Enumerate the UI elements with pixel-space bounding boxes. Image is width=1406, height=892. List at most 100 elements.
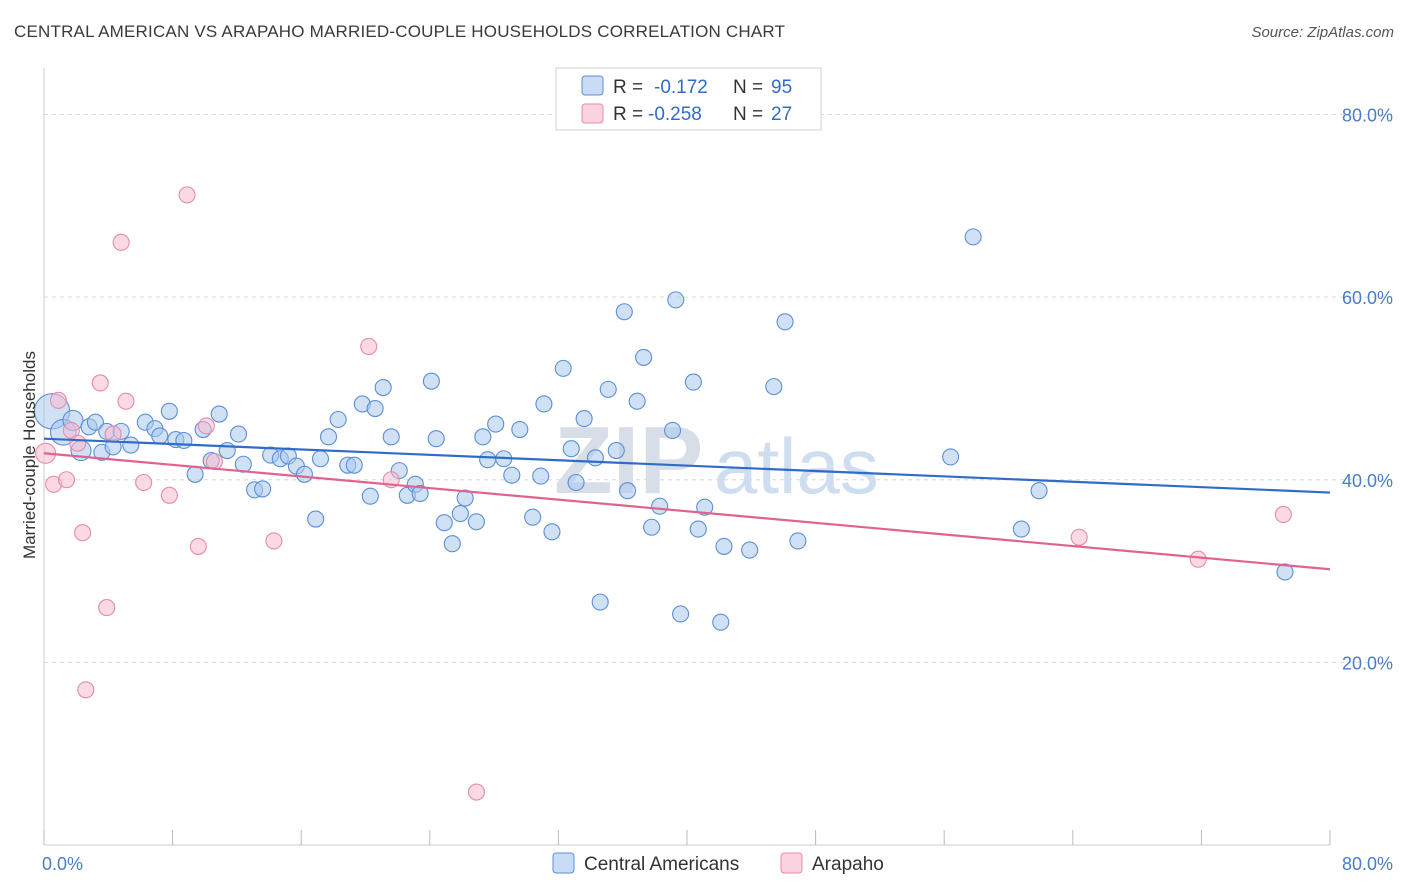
data-point-arapaho — [160, 486, 178, 504]
data-point-arapaho — [189, 537, 207, 555]
data-point-central-americans — [607, 441, 625, 460]
data-point-central-americans — [696, 498, 714, 516]
y-tick-label: 80.0% — [1342, 106, 1393, 126]
data-point-central-americans — [435, 514, 453, 532]
y-tick-label: 40.0% — [1342, 471, 1393, 491]
data-point-central-americans — [311, 450, 330, 468]
data-point-arapaho — [135, 473, 153, 492]
data-point-central-americans — [467, 513, 485, 531]
y-tick-label: 60.0% — [1342, 288, 1393, 308]
legend-r-label-blue: R = — [613, 77, 643, 98]
legend-n-label-blue: N = — [733, 77, 763, 98]
bottom-legend-swatch-blue — [552, 852, 575, 874]
data-point-arapaho — [178, 186, 196, 204]
data-point-arapaho — [112, 233, 130, 251]
data-point-central-americans — [122, 436, 140, 454]
data-point-central-americans — [254, 480, 272, 498]
data-point-central-americans — [361, 487, 379, 505]
data-point-arapaho — [265, 532, 283, 550]
data-point-central-americans — [1030, 482, 1048, 500]
data-point-arapaho — [104, 425, 122, 443]
data-point-central-americans — [643, 518, 661, 536]
data-point-arapaho — [197, 417, 215, 435]
data-point-central-americans — [374, 378, 392, 397]
x-tick-label: 0.0% — [42, 854, 83, 874]
data-point-arapaho — [467, 783, 485, 801]
data-point-central-americans — [487, 415, 505, 433]
data-point-central-americans — [554, 359, 572, 377]
data-point-central-americans — [443, 535, 461, 553]
data-point-central-americans — [715, 537, 733, 555]
data-point-central-americans — [651, 497, 669, 515]
data-point-central-americans — [964, 228, 982, 246]
data-point-central-americans — [422, 372, 440, 390]
data-point-central-americans — [618, 482, 637, 500]
legend-r-value-blue: -0.172 — [654, 77, 708, 98]
series-central-americans — [33, 228, 1294, 631]
watermark-atlas: atlas — [714, 422, 879, 510]
data-point-central-americans — [210, 405, 228, 423]
data-point-central-americans — [667, 291, 685, 309]
data-point-central-americans — [329, 410, 347, 429]
legend-n-value-pink: 27 — [771, 104, 792, 125]
data-point-central-americans — [366, 399, 384, 418]
data-point-central-americans — [543, 523, 561, 541]
legend-n-value-blue: 95 — [771, 77, 792, 98]
trend-lines — [43, 437, 1331, 571]
data-point-central-americans — [532, 467, 550, 485]
legend-r-label-pink: R = — [613, 104, 643, 125]
data-point-central-americans — [307, 510, 325, 528]
data-point-central-americans — [586, 449, 604, 467]
data-point-central-americans — [741, 541, 759, 559]
data-point-central-americans — [151, 427, 169, 445]
data-point-central-americans — [86, 413, 104, 431]
data-point-arapaho — [1274, 505, 1292, 524]
data-point-arapaho — [57, 471, 76, 489]
data-point-arapaho — [360, 337, 378, 356]
legend-swatch-pink — [581, 103, 604, 124]
data-point-central-americans — [479, 451, 497, 469]
data-point-central-americans — [503, 466, 521, 484]
data-point-central-americans — [663, 421, 682, 440]
data-point-central-americans — [474, 428, 492, 446]
correlation-legend: R = -0.172 N = 95 R = -0.258 N = 27 — [555, 67, 822, 131]
data-point-central-americans — [712, 613, 730, 631]
data-point-arapaho — [117, 392, 135, 410]
legend-n-label-pink: N = — [733, 104, 763, 125]
data-point-central-americans — [635, 348, 653, 366]
data-point-central-americans — [591, 593, 609, 611]
data-point-central-americans — [1276, 563, 1294, 581]
data-point-central-americans — [345, 456, 363, 474]
data-point-central-americans — [942, 448, 960, 466]
data-point-central-americans — [689, 520, 707, 538]
grid-lines — [44, 114, 1392, 663]
series-legend: Central Americans Arapaho — [552, 852, 884, 875]
data-point-central-americans — [319, 428, 338, 446]
data-point-arapaho — [69, 434, 87, 452]
data-point-central-americans — [456, 489, 474, 507]
bottom-legend-label-blue: Central Americans — [584, 854, 739, 875]
legend-swatch-blue — [581, 75, 604, 96]
data-point-central-americans — [567, 473, 585, 492]
data-point-central-americans — [295, 465, 313, 483]
watermark: ZIP atlas — [554, 407, 879, 514]
tick-labels: 20.0% 40.0% 60.0% 80.0% 0.0% 80.0% — [42, 106, 1393, 874]
data-point-central-americans — [427, 430, 445, 448]
data-point-central-americans — [684, 373, 702, 391]
data-point-central-americans — [575, 410, 593, 428]
data-point-arapaho — [1070, 528, 1088, 546]
data-point-central-americans — [175, 431, 193, 450]
data-point-central-americans — [524, 508, 542, 526]
trend-line-arapaho — [43, 452, 1331, 571]
data-point-central-americans — [160, 402, 178, 420]
trend-line-central-americans — [43, 437, 1331, 494]
data-point-central-americans — [186, 465, 204, 483]
data-point-central-americans — [229, 425, 248, 443]
legend-r-value-pink: -0.258 — [648, 104, 702, 125]
data-point-central-americans — [1012, 520, 1030, 538]
data-point-arapaho — [77, 681, 95, 699]
data-point-central-americans — [218, 441, 236, 460]
data-point-central-americans — [628, 392, 646, 410]
chart-title: CENTRAL AMERICAN VS ARAPAHO MARRIED-COUP… — [14, 22, 786, 41]
data-point-central-americans — [382, 428, 400, 446]
